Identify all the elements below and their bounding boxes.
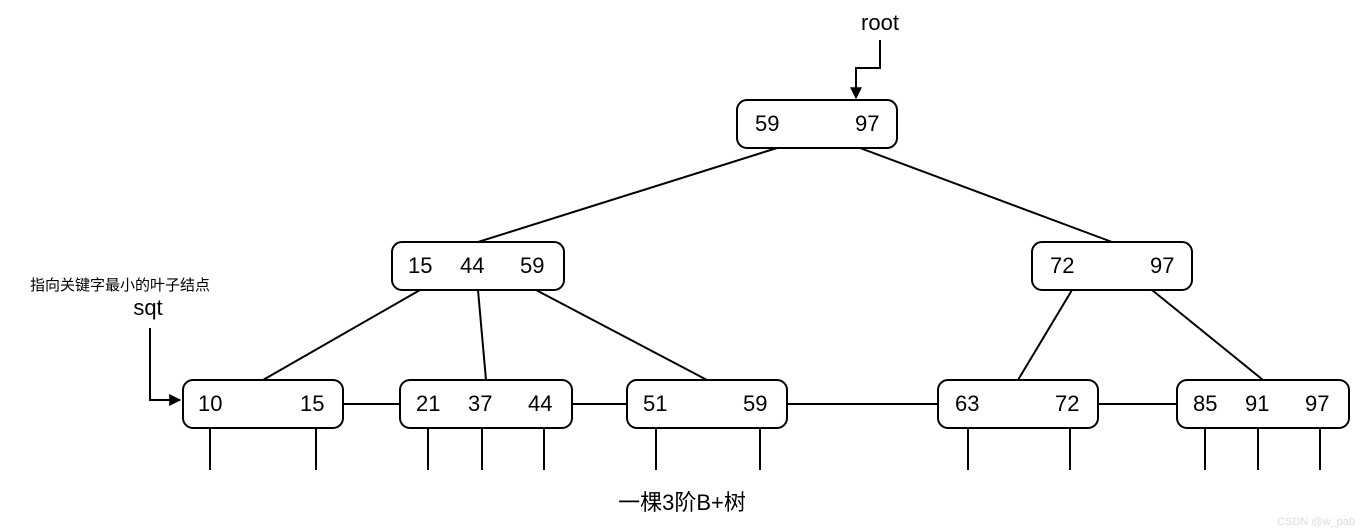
node-key: 59: [520, 253, 544, 278]
tree-node-leaf1: 10 15: [183, 380, 343, 428]
node-key: 44: [528, 391, 552, 416]
tree-edge: [263, 290, 420, 380]
tree-edge: [478, 290, 486, 380]
tree-node-leaf2: 21 37 44: [400, 380, 572, 428]
tree-node-leaf3: 51 59: [627, 380, 787, 428]
tree-node-n2: 72 97: [1032, 242, 1192, 290]
sqt-label: sqt: [133, 295, 162, 320]
node-key: 72: [1050, 253, 1074, 278]
node-key: 51: [643, 391, 667, 416]
node-key: 15: [408, 253, 432, 278]
node-key: 91: [1245, 391, 1269, 416]
tree-edge: [536, 290, 707, 380]
tree-edge: [1152, 290, 1263, 380]
node-key: 63: [955, 391, 979, 416]
node-key: 97: [1150, 253, 1174, 278]
node-key: 44: [460, 253, 484, 278]
node-key: 59: [743, 391, 767, 416]
tree-node-leaf4: 63 72: [938, 380, 1098, 428]
tree-edge: [860, 148, 1112, 242]
node-key: 10: [198, 391, 222, 416]
watermark: CSDN @w_pab: [1277, 516, 1355, 528]
tree-node-n1: 15 44 59: [392, 242, 564, 290]
node-key: 59: [755, 111, 779, 136]
caption: 一棵3阶B+树: [618, 490, 746, 515]
node-key: 97: [1305, 391, 1329, 416]
node-key: 85: [1193, 391, 1217, 416]
node-key: 72: [1055, 391, 1079, 416]
tree-edge: [1018, 290, 1072, 380]
node-key: 15: [300, 391, 324, 416]
root-arrow: [856, 40, 880, 98]
tree-node-leaf5: 85 91 97: [1177, 380, 1349, 428]
tree-node-root: 59 97: [737, 100, 897, 148]
tree-edge: [478, 148, 777, 242]
sqt-note: 指向关键字最小的叶子结点: [30, 277, 210, 294]
sqt-arrow: [150, 328, 180, 400]
node-key: 21: [416, 391, 440, 416]
bplus-tree-diagram: 59 97 15 44 59 72 97 10 15 21 37 44 51 59 63 72 85 91 97 ro…: [0, 0, 1365, 531]
node-key: 97: [855, 111, 879, 136]
root-label: root: [861, 10, 899, 35]
node-key: 37: [468, 391, 492, 416]
